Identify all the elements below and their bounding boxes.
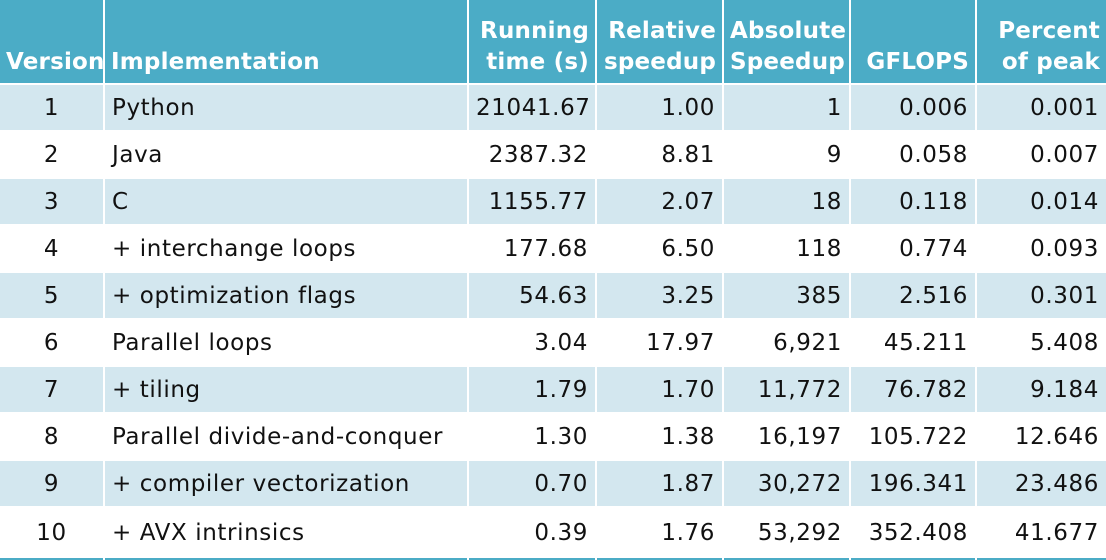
cell-absolute-speedup: 6,921: [723, 319, 851, 366]
table-row: 5 + optimization flags 54.63 3.25 385 2.…: [0, 272, 1106, 319]
cell-implementation: Python: [104, 84, 469, 131]
header-gflops: GFLOPS: [850, 0, 977, 84]
cell-absolute-speedup: 30,272: [723, 460, 851, 507]
cell-implementation: + interchange loops: [104, 225, 469, 272]
cell-running-time: 2387.32: [468, 131, 597, 178]
cell-relative-speedup: 1.00: [596, 84, 724, 131]
cell-gflops: 196.341: [850, 460, 977, 507]
cell-absolute-speedup: 118: [723, 225, 851, 272]
header-row: Version Implementation Running time (s) R…: [0, 0, 1106, 84]
cell-gflops: 105.722: [850, 413, 977, 460]
cell-version: 2: [0, 131, 105, 178]
cell-percent-of-peak: 9.184: [1030, 376, 1099, 403]
header-percent-of-peak: Percent of peak: [998, 18, 1100, 75]
table-row: 4 + interchange loops 177.68 6.50 118 0.…: [0, 225, 1106, 272]
cell-implementation: C: [104, 178, 469, 225]
cell-absolute-speedup: 16,197: [723, 413, 851, 460]
cell-percent-of-peak: 0.301: [1030, 282, 1099, 309]
header-absolute-speedup: Absolute Speedup: [723, 0, 851, 84]
cell-running-time: 3.04: [468, 319, 597, 366]
cell-absolute-speedup: 53,292: [723, 507, 851, 559]
header-version: Version: [0, 0, 105, 84]
cell-percent-of-peak: 0.014: [1030, 188, 1099, 215]
cell-gflops: 0.006: [850, 84, 977, 131]
cell-percent-of-peak: 23.486: [1014, 470, 1099, 497]
cell-running-time: 0.39: [468, 507, 597, 559]
cell-percent-of-peak: 0.093: [1030, 235, 1099, 262]
cell-gflops: 0.774: [850, 225, 977, 272]
cell-percent-of-peak: 0.007: [1030, 141, 1099, 168]
cell-version: 10: [0, 507, 105, 559]
table-row: 9 + compiler vectorization 0.70 1.87 30,…: [0, 460, 1106, 507]
cell-relative-speedup: 1.87: [596, 460, 724, 507]
cell-running-time: 1.79: [468, 366, 597, 413]
cell-percent-of-peak: 12.646: [1014, 423, 1099, 450]
cell-running-time: 0.70: [468, 460, 597, 507]
table-row: 2 Java 2387.32 8.81 9 0.058 0.007: [0, 131, 1106, 178]
cell-running-time: 177.68: [468, 225, 597, 272]
cell-percent-of-peak: 0.001: [1030, 94, 1099, 121]
cell-absolute-speedup: 18: [723, 178, 851, 225]
cell-running-time: 1.30: [468, 413, 597, 460]
cell-version: 9: [0, 460, 105, 507]
cell-implementation: Parallel loops: [104, 319, 469, 366]
table-row: 8 Parallel divide-and-conquer 1.30 1.38 …: [0, 413, 1106, 460]
header-relative-speedup: Relative speedup: [596, 0, 724, 84]
cell-version: 8: [0, 413, 105, 460]
cell-gflops: 2.516: [850, 272, 977, 319]
cell-relative-speedup: 1.70: [596, 366, 724, 413]
cell-relative-speedup: 6.50: [596, 225, 724, 272]
cell-relative-speedup: 1.38: [596, 413, 724, 460]
cell-implementation: Java: [104, 131, 469, 178]
cell-version: 3: [0, 178, 105, 225]
cell-gflops: 0.118: [850, 178, 977, 225]
cell-version: 4: [0, 225, 105, 272]
cell-relative-speedup: 2.07: [596, 178, 724, 225]
header-running-time: Running time (s): [468, 0, 597, 84]
cell-gflops: 45.211: [850, 319, 977, 366]
cell-relative-speedup: 3.25: [596, 272, 724, 319]
cell-implementation: + AVX intrinsics: [104, 507, 469, 559]
cell-absolute-speedup: 11,772: [723, 366, 851, 413]
table-row: 7 + tiling 1.79 1.70 11,772 76.782 9.184: [0, 366, 1106, 413]
cell-gflops: 352.408: [850, 507, 977, 559]
cell-absolute-speedup: 9: [723, 131, 851, 178]
table-row: 6 Parallel loops 3.04 17.97 6,921 45.211…: [0, 319, 1106, 366]
cell-running-time: 54.63: [468, 272, 597, 319]
cell-gflops: 76.782: [850, 366, 977, 413]
cell-gflops: 0.058: [850, 131, 977, 178]
cell-implementation: Parallel divide-and-conquer: [104, 413, 469, 460]
cell-relative-speedup: 1.76: [596, 507, 724, 559]
table-row: 1 Python 21041.67 1.00 1 0.006 0.001: [0, 84, 1106, 131]
cell-absolute-speedup: 385: [723, 272, 851, 319]
cell-implementation: + optimization flags: [104, 272, 469, 319]
cell-percent-of-peak: 5.408: [1030, 329, 1099, 356]
cell-implementation: + compiler vectorization: [104, 460, 469, 507]
cell-running-time: 21041.67: [468, 84, 597, 131]
cell-version: 1: [0, 84, 105, 131]
cell-implementation: + tiling: [104, 366, 469, 413]
cell-relative-speedup: 8.81: [596, 131, 724, 178]
cell-percent-of-peak: 41.677: [1014, 520, 1099, 546]
cell-relative-speedup: 17.97: [596, 319, 724, 366]
header-implementation: Implementation: [104, 0, 469, 84]
cell-absolute-speedup: 1: [723, 84, 851, 131]
cell-version: 7: [0, 366, 105, 413]
cell-version: 5: [0, 272, 105, 319]
cell-version: 6: [0, 319, 105, 366]
table-row: 3 C 1155.77 2.07 18 0.118 0.014: [0, 178, 1106, 225]
cell-running-time: 1155.77: [468, 178, 597, 225]
table-row: 10 + AVX intrinsics 0.39 1.76 53,292 352…: [0, 507, 1106, 559]
